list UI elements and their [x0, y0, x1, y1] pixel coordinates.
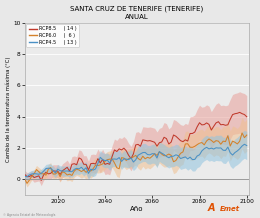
- Text: A: A: [208, 203, 216, 213]
- Title: SANTA CRUZ DE TENERIFE (TENERIFE)
ANUAL: SANTA CRUZ DE TENERIFE (TENERIFE) ANUAL: [70, 5, 204, 20]
- Text: Emet: Emet: [220, 206, 240, 213]
- X-axis label: Año: Año: [130, 206, 144, 213]
- Text: © Agencia Estatal de Meteorología: © Agencia Estatal de Meteorología: [3, 213, 55, 217]
- Y-axis label: Cambio de la temperatura máxima (°C): Cambio de la temperatura máxima (°C): [5, 56, 11, 162]
- Legend: RCP8.5     ( 14 ), RCP6.0     (  6 ), RCP4.5     ( 13 ): RCP8.5 ( 14 ), RCP6.0 ( 6 ), RCP4.5 ( 13…: [26, 24, 79, 47]
